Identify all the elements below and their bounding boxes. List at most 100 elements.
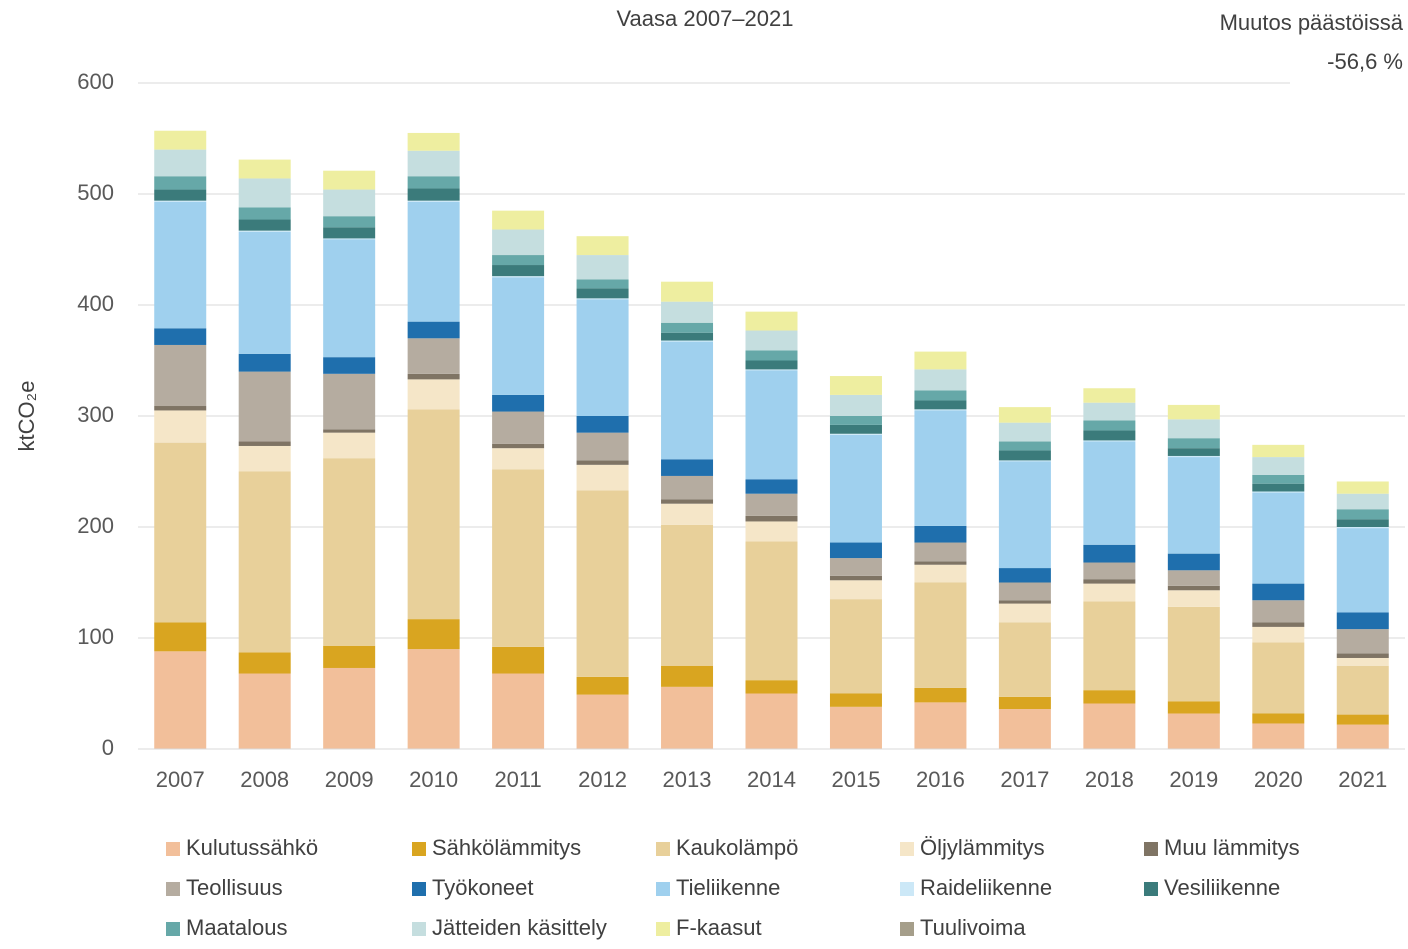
bar-segment (914, 564, 967, 583)
bar-segment (1167, 701, 1220, 714)
bar-segment (1252, 444, 1305, 458)
bar-segment (407, 176, 460, 189)
bar-segment (745, 370, 798, 480)
y-axis-label: ktCO₂e (14, 381, 39, 452)
bar-segment (238, 673, 291, 749)
bar-segment (1167, 419, 1220, 439)
bar-segment (1336, 714, 1389, 725)
x-tick-label: 2014 (747, 767, 796, 792)
bar-segment (914, 687, 967, 703)
bar-segment (998, 709, 1051, 749)
legend-swatch (900, 842, 914, 856)
bar-segment (1167, 438, 1220, 449)
bar-segment (407, 379, 460, 410)
bar-segment (1083, 690, 1136, 704)
x-tick-label: 2015 (831, 767, 880, 792)
bar-segment (238, 371, 291, 442)
x-tick-label: 2019 (1169, 767, 1218, 792)
bar-segment (1083, 601, 1136, 691)
bar-segment (492, 265, 545, 277)
bar-segment (238, 353, 291, 372)
bar-segment (576, 236, 629, 256)
bar-segment (829, 434, 882, 543)
bar-segment (998, 603, 1051, 623)
bar-segment (1336, 528, 1389, 613)
bar-segment (238, 219, 291, 231)
bar-segment (154, 176, 207, 190)
bar-segment (914, 400, 967, 410)
bar-segment (154, 406, 207, 411)
legend-label: Kaukolämpö (676, 835, 798, 860)
bar-segment (1167, 585, 1220, 591)
bar-segment (914, 369, 967, 391)
bar-segment (238, 207, 291, 220)
legend-label: Raideliikenne (920, 875, 1052, 900)
bar-segment (914, 525, 967, 543)
bar-segment (407, 373, 460, 380)
bar-segment (154, 201, 207, 329)
legend-swatch (412, 922, 426, 936)
bar-segment (1083, 562, 1136, 580)
bar-segment (154, 130, 207, 150)
x-tick-label: 2013 (663, 767, 712, 792)
annotation: Muutos päästöissä (1220, 10, 1404, 35)
bar-segment (1252, 600, 1305, 623)
bar-segment (1167, 713, 1220, 749)
bar-segment (1252, 474, 1305, 484)
legend-label: Öljylämmitys (920, 835, 1045, 860)
bar-segment (323, 667, 376, 749)
bar-segment (1167, 553, 1220, 571)
x-tick-label: 2021 (1338, 767, 1387, 792)
bar-segment (238, 441, 291, 446)
bar-segment (407, 619, 460, 650)
bar-segment (745, 493, 798, 516)
bar-segment (1252, 622, 1305, 627)
bar-segment (1083, 440, 1136, 442)
bar-segment (829, 575, 882, 581)
bar-segment (1083, 402, 1136, 421)
x-tick-label: 2020 (1254, 767, 1303, 792)
bar-segment (745, 479, 798, 494)
bar-segment (492, 229, 545, 256)
bar-segment (998, 582, 1051, 601)
bar-segment (829, 558, 882, 576)
bar-segment (998, 622, 1051, 697)
bar-segment (1167, 455, 1220, 458)
bar-segment (661, 281, 714, 302)
bar-segment (1252, 583, 1305, 601)
legend-swatch (1144, 882, 1158, 896)
bar-segment (492, 673, 545, 749)
bar-segment (1336, 493, 1389, 510)
bar-segment (492, 646, 545, 674)
bar-segment (1252, 626, 1305, 643)
bar-segment (829, 416, 882, 425)
annotation: -56,6 % (1327, 49, 1403, 74)
bar-segment (238, 652, 291, 674)
bar-segment (154, 442, 207, 623)
bar-segment (829, 599, 882, 694)
legend-label: F-kaasut (676, 915, 762, 940)
bar-segment (661, 332, 714, 341)
bar-segment (576, 464, 629, 491)
bar-segment (1083, 420, 1136, 431)
bar-segment (576, 490, 629, 677)
bar-segment (661, 301, 714, 323)
bar-segment (745, 360, 798, 370)
x-tick-label: 2008 (240, 767, 289, 792)
bar-segment (407, 200, 460, 202)
bar-segment (1336, 481, 1389, 494)
bar-segment (1167, 570, 1220, 586)
bar-segment (745, 680, 798, 694)
bar-segment (661, 475, 714, 500)
bar-segment (1252, 457, 1305, 475)
bar-segment (238, 159, 291, 179)
y-tick-label: 0 (102, 735, 114, 760)
bar-segment (998, 600, 1051, 604)
chart-title: Vaasa 2007–2021 (617, 6, 794, 31)
legend-swatch (412, 842, 426, 856)
bar-segment (829, 376, 882, 395)
bar-segment (576, 694, 629, 749)
bar-segment (914, 542, 967, 562)
bar-segment (829, 424, 882, 434)
y-tick-label: 100 (77, 624, 114, 649)
